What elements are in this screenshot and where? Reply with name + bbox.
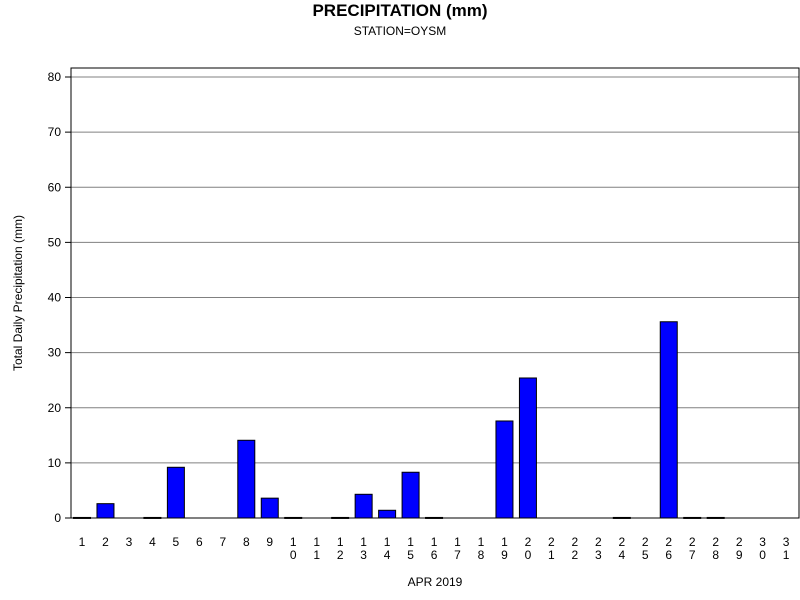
bar <box>166 466 185 519</box>
gridlines <box>71 76 799 464</box>
plot-frame <box>70 67 800 519</box>
x-tick-label: 9 <box>266 535 273 549</box>
bar <box>354 493 373 519</box>
y-tick-label: 80 <box>48 70 62 84</box>
x-tick-label: 4 <box>149 535 156 549</box>
y-tick-label: 10 <box>48 456 62 470</box>
bar <box>96 503 115 519</box>
chart-subtitle: STATION=OYSM <box>353 24 447 38</box>
x-tick-label: 5 <box>173 535 180 549</box>
x-tick-label: 1 <box>79 535 86 549</box>
bar <box>659 321 678 519</box>
x-axis-label: APR 2019 <box>408 575 463 589</box>
y-tick-label: 30 <box>48 346 62 360</box>
y-tick-label: 70 <box>48 125 62 139</box>
bar <box>260 497 279 519</box>
y-tick-label: 50 <box>48 235 62 249</box>
bar <box>237 439 256 519</box>
y-tick-label: 60 <box>48 180 62 194</box>
y-axis-label: Total Daily Precipitation (mm) <box>11 215 25 371</box>
bar <box>378 509 397 519</box>
x-tick-label: 8 <box>243 535 250 549</box>
y-tick-label: 0 <box>54 511 61 525</box>
bar <box>518 377 537 519</box>
chart-title: PRECIPITATION (mm) <box>312 1 488 20</box>
bar <box>401 471 420 519</box>
y-axis-ticks: 0 10 20 30 40 50 60 70 80 <box>48 70 71 525</box>
y-tick-label: 20 <box>48 401 62 415</box>
x-tick-label: 2 <box>102 535 109 549</box>
bar <box>495 420 514 519</box>
bars <box>73 321 725 519</box>
x-tick-label: 7 <box>219 535 226 549</box>
x-tick-label: 3 <box>126 535 133 549</box>
x-tick-label: 6 <box>196 535 203 549</box>
y-tick-label: 40 <box>48 291 62 305</box>
x-axis-ticks: 1 2 3 4 5 6 7 8 9 1 01 11 21 31 41 51 61 71 81 92 02 12 22 32 42… <box>79 535 790 562</box>
